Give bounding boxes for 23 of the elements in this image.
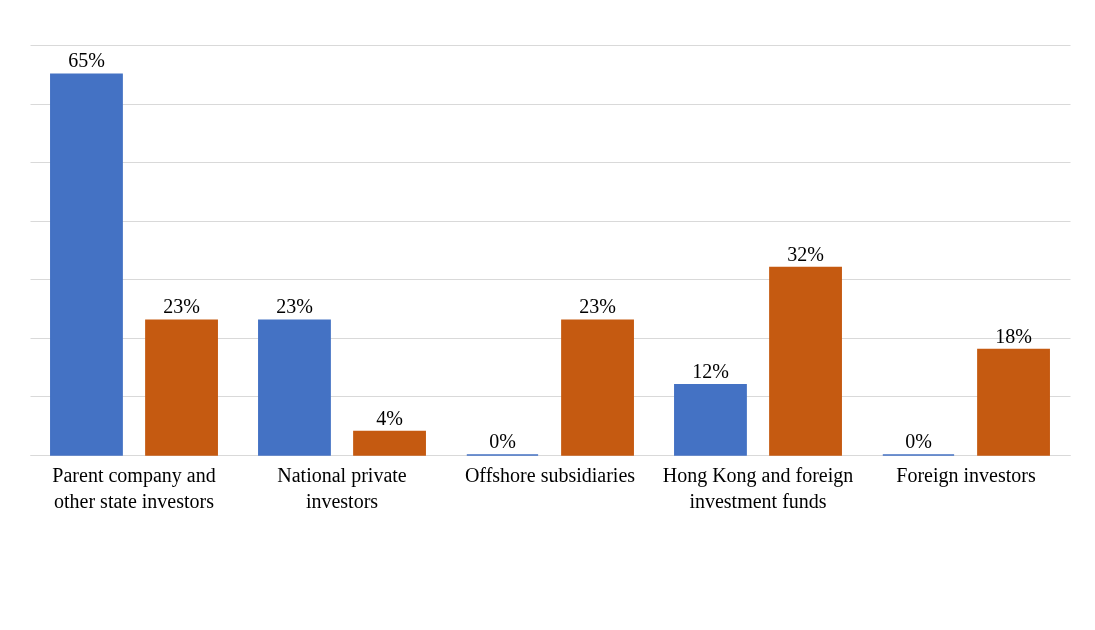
data-label: 23% (276, 295, 313, 318)
data-label: 32% (787, 242, 824, 265)
data-label: 4% (376, 406, 403, 429)
data-label: 23% (579, 295, 616, 318)
bar (50, 73, 123, 456)
data-label: 65% (68, 49, 105, 72)
x-tick-label: Offshore subsidiaries (464, 463, 636, 486)
data-label: 0% (489, 430, 516, 452)
data-label: 23% (163, 295, 200, 318)
x-tick-label: Parent company and other state investors (52, 463, 216, 512)
bar (145, 319, 218, 456)
x-tick-label: Foreign investors (896, 463, 1036, 487)
data-label: 12% (692, 359, 729, 382)
bar (353, 430, 426, 456)
bar (769, 266, 842, 456)
bar (674, 383, 747, 456)
bar (258, 319, 331, 456)
x-tick-label: Hong Kong and foreign investment funds (662, 463, 854, 512)
x-tick-label: National private investors (277, 463, 407, 512)
bar (561, 319, 634, 456)
data-label: 0% (905, 430, 932, 452)
data-label: 18% (995, 324, 1032, 347)
bar (977, 348, 1050, 456)
